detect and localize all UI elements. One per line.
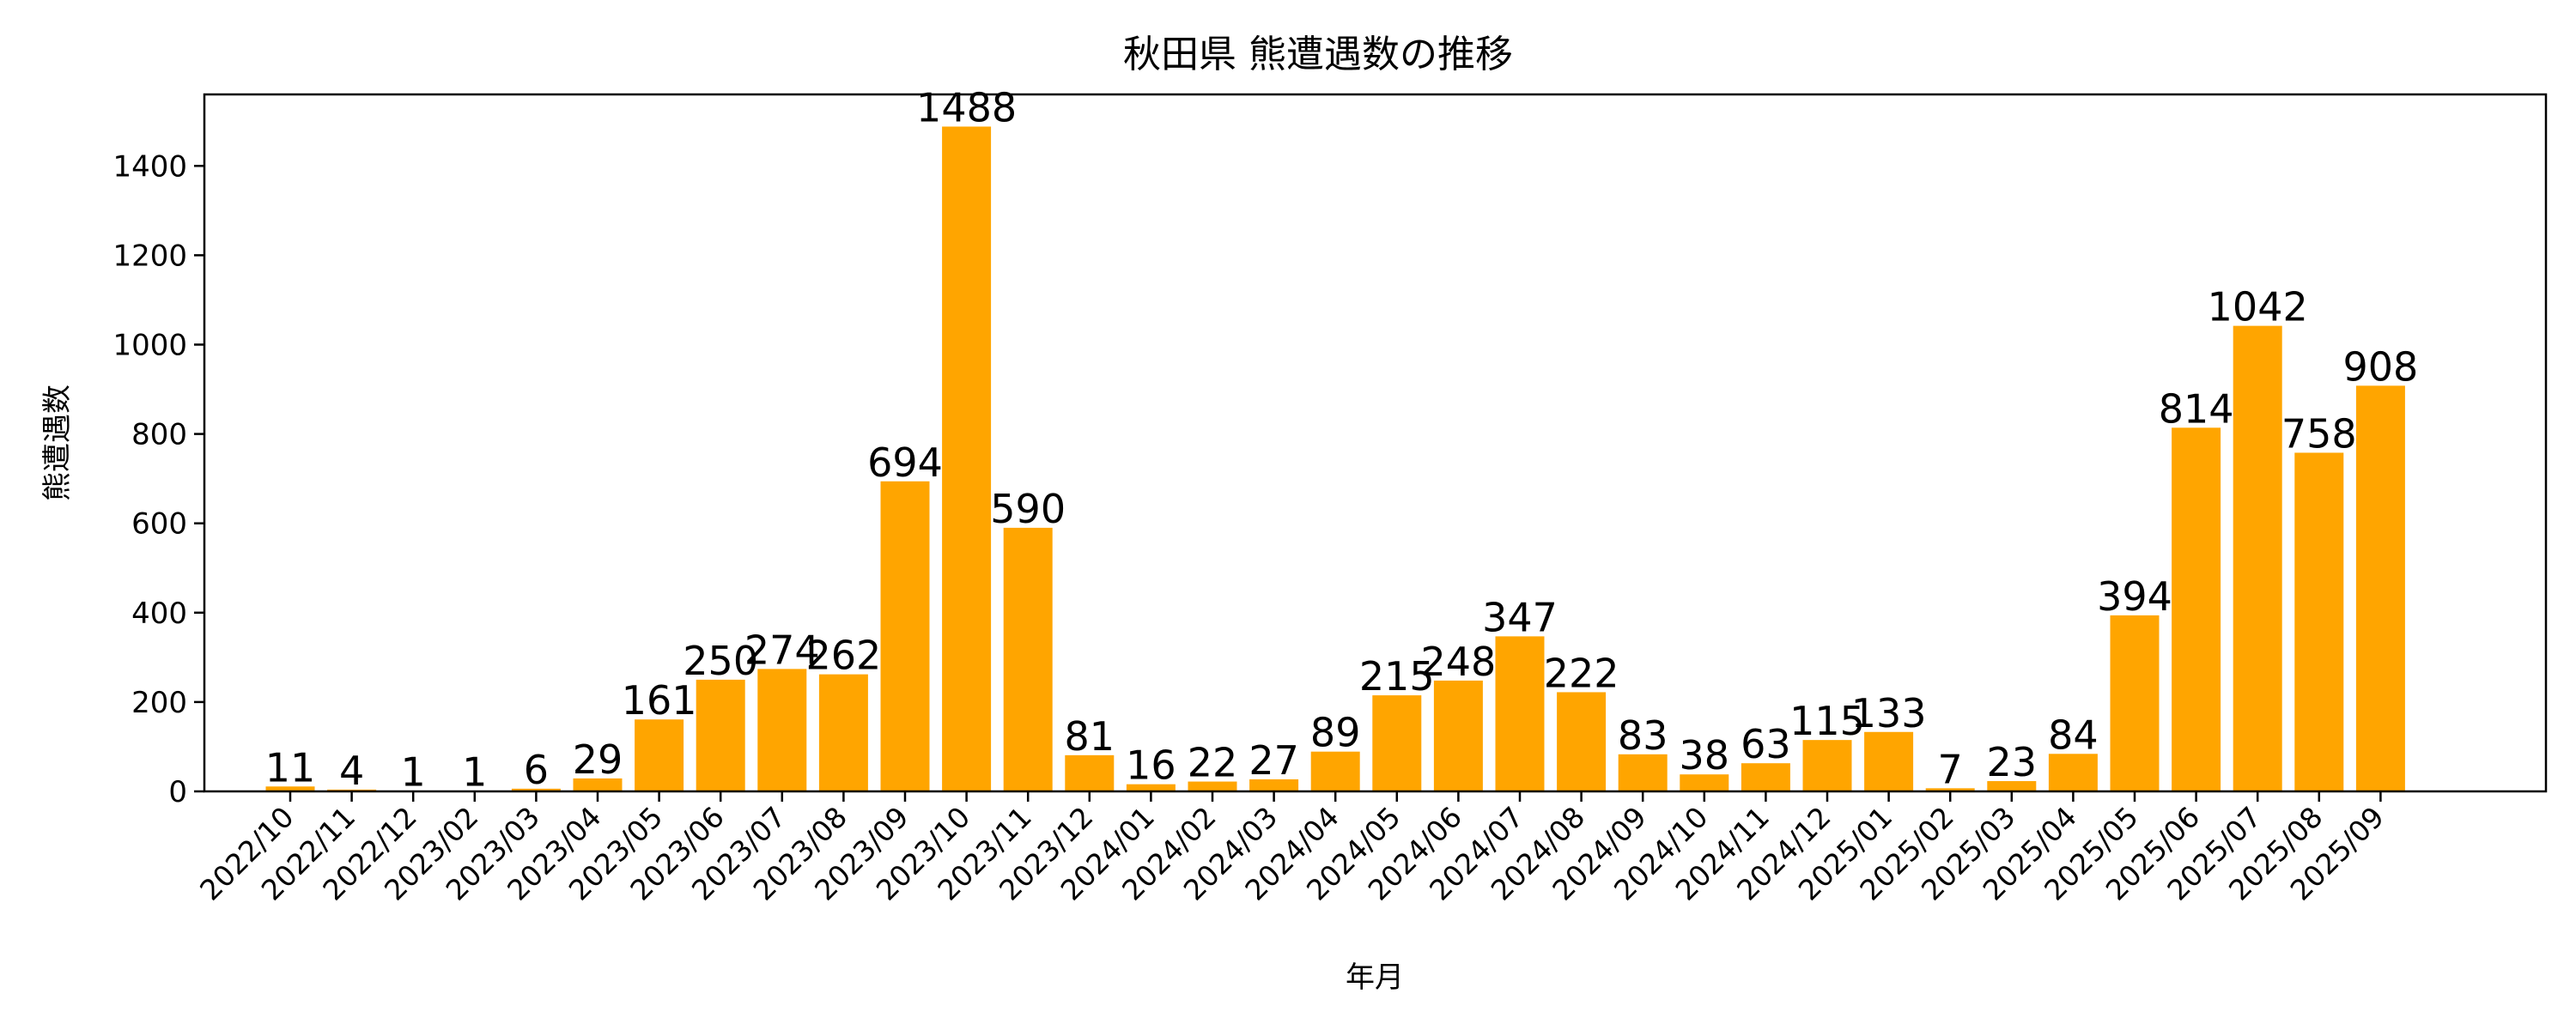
bar [1249,779,1299,791]
bar [573,778,623,791]
data-label: 262 [805,633,881,679]
y-tick-label: 1400 [112,149,187,184]
data-label: 6 [524,747,549,793]
bar [2048,754,2098,791]
bar [1802,740,1852,791]
data-label: 347 [1482,594,1558,640]
y-tick-label: 1200 [112,239,187,273]
bar [696,679,745,791]
bar [1433,680,1483,791]
y-tick-label: 0 [168,775,187,809]
x-axis-label: 年月 [1346,960,1404,995]
y-tick-label: 600 [131,507,187,542]
bar [1188,781,1237,791]
data-label: 16 [1126,742,1176,789]
data-label: 250 [683,638,758,684]
bar [1065,754,1115,791]
data-label: 89 [1310,710,1361,756]
data-label: 22 [1188,740,1238,786]
bar [880,481,930,791]
bar [511,788,561,791]
data-label: 84 [2048,712,2099,758]
data-label: 248 [1420,639,1496,685]
bar [265,786,315,791]
data-label: 4 [339,748,364,794]
data-label: 115 [1789,698,1865,744]
data-label: 7 [1938,746,1963,792]
bar [2355,385,2405,791]
y-axis-label: 熊遭遇数 [40,385,75,501]
bar [2110,615,2160,791]
data-label: 1042 [2208,284,2308,330]
bar [635,719,684,791]
bar [942,126,992,791]
bar [1557,692,1607,791]
bar [1003,527,1053,791]
data-label: 133 [1851,690,1927,736]
data-label: 27 [1249,737,1299,784]
bar [1680,774,1729,791]
data-label: 1 [401,748,426,795]
data-label: 38 [1680,732,1730,779]
bar [1495,636,1545,791]
data-label: 81 [1065,713,1115,760]
bar [1925,788,1975,791]
data-label: 215 [1359,653,1435,700]
data-label: 694 [867,439,943,486]
bar [1864,731,1914,791]
data-label: 274 [744,627,820,673]
x-axis: 2022/102022/112022/122023/022023/032023/… [193,791,2391,907]
chart-title: 秋田県 熊遭遇数の推移 [1123,33,1513,76]
bar [1310,751,1360,791]
data-label: 814 [2159,385,2234,432]
y-tick-label: 800 [131,418,187,452]
data-label: 63 [1741,721,1791,767]
data-label: 23 [1987,739,2038,785]
data-label: 222 [1544,650,1619,696]
data-label: 1488 [916,84,1017,130]
data-label: 83 [1618,712,1668,759]
bar [2233,325,2282,792]
bar [1618,754,1668,791]
bar [2172,427,2221,791]
y-tick-label: 1000 [112,328,187,362]
data-label: 908 [2342,343,2418,390]
data-label: 1 [462,748,487,795]
y-tick-label: 400 [131,597,187,631]
bar [1126,784,1176,791]
bar [1741,763,1790,791]
plot-frame [203,93,2548,793]
data-label: 758 [2281,410,2357,457]
data-label: 394 [2097,573,2172,620]
bar [1372,695,1422,791]
bar [2294,452,2344,791]
data-label: 161 [622,677,697,724]
data-label: 29 [573,736,623,783]
y-axis: 0 200 400 600 800 1000 1200 1400 [112,149,204,809]
bar [818,674,868,791]
data-label: 11 [265,744,316,791]
data-label: 590 [990,486,1066,532]
bar [1987,781,2037,791]
bar [757,669,807,791]
y-tick-label: 200 [131,686,187,720]
